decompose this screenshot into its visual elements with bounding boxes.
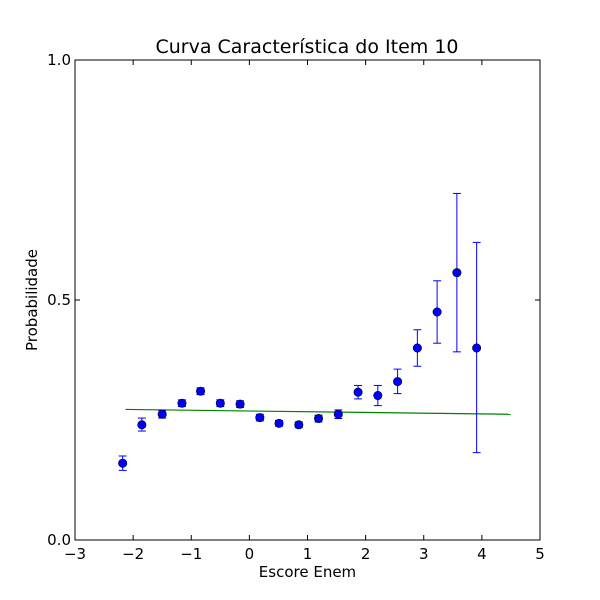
x-tick-label-4: 1 xyxy=(303,545,313,563)
y-tick-label-2: 1.0 xyxy=(47,51,71,69)
x-tick-label-8: 5 xyxy=(535,545,545,563)
data-point-10 xyxy=(314,414,324,424)
data-point-3 xyxy=(177,398,187,408)
data-point-18 xyxy=(472,343,482,353)
data-point-11 xyxy=(333,409,343,419)
data-point-2 xyxy=(157,409,167,419)
data-point-6 xyxy=(235,399,245,409)
data-point-4 xyxy=(196,386,206,396)
data-point-9 xyxy=(294,420,304,430)
data-point-12 xyxy=(353,387,363,397)
y-tick-label-0: 0.0 xyxy=(47,531,71,549)
data-point-8 xyxy=(274,418,284,428)
data-point-1 xyxy=(137,420,147,430)
data-point-7 xyxy=(255,413,265,423)
x-tick-label-7: 4 xyxy=(477,545,487,563)
x-tick-label-0: −3 xyxy=(64,545,86,563)
fit-line xyxy=(125,408,511,415)
x-tick-label-3: 0 xyxy=(245,545,255,563)
data-point-14 xyxy=(393,377,403,387)
data-points-group xyxy=(118,192,482,471)
y-axis-label: Probabilidade xyxy=(23,249,41,351)
data-point-17 xyxy=(452,268,462,278)
x-tick-label-6: 3 xyxy=(419,545,429,563)
data-point-16 xyxy=(432,307,442,317)
x-tick-label-5: 2 xyxy=(361,545,371,563)
chart-title: Curva Característica do Item 10 xyxy=(155,36,458,58)
data-point-15 xyxy=(412,343,422,353)
data-point-13 xyxy=(373,391,383,401)
plot-frame xyxy=(74,59,541,541)
y-tick-label-1: 0.5 xyxy=(47,291,71,309)
data-point-0 xyxy=(118,458,128,468)
data-point-5 xyxy=(215,398,225,408)
fit-line-group xyxy=(125,408,511,415)
x-axis-label: Escore Enem xyxy=(259,563,356,581)
x-tick-label-2: −1 xyxy=(180,545,202,563)
x-tick-label-1: −2 xyxy=(122,545,144,563)
